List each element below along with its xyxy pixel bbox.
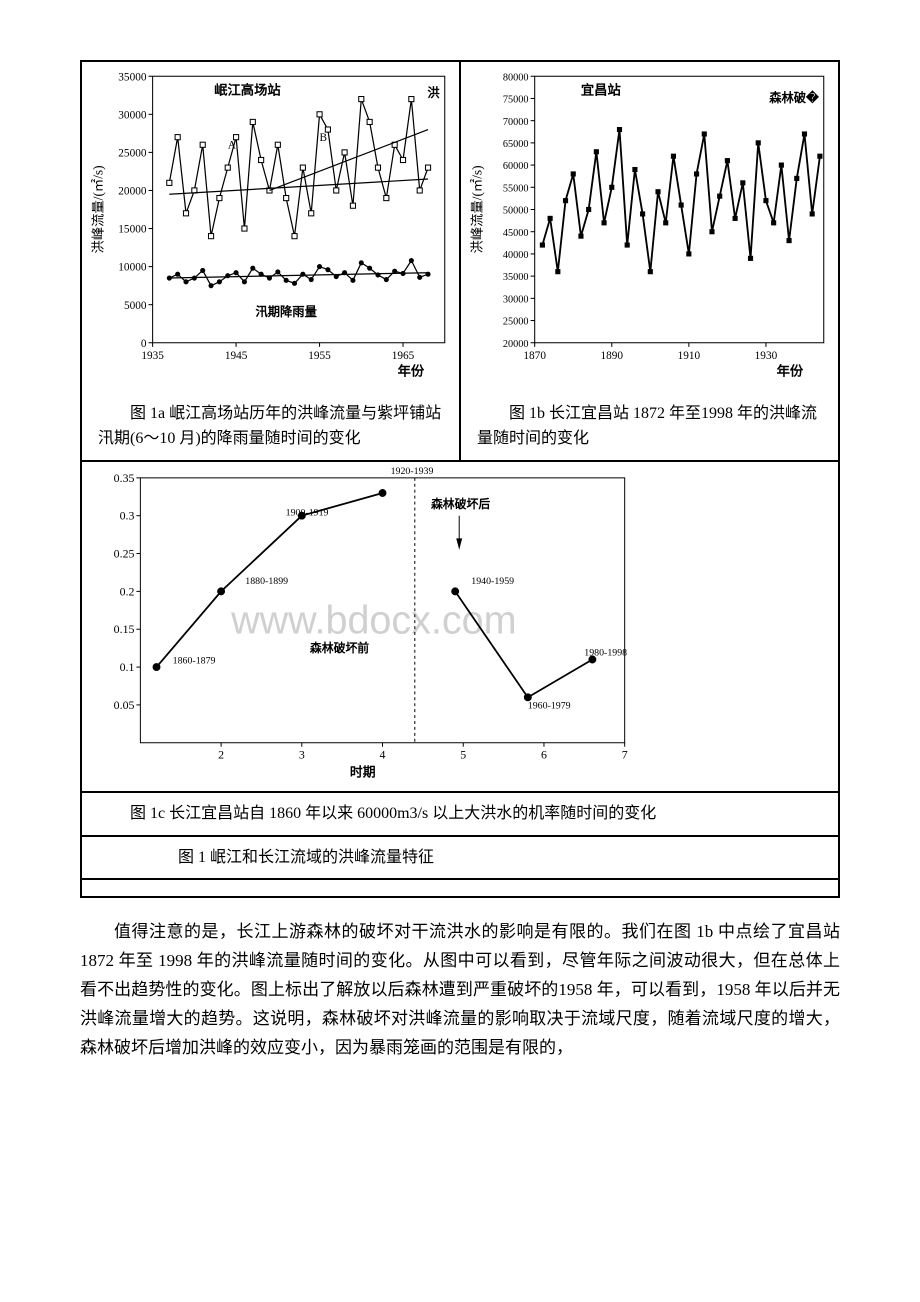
- svg-text:www.bdocx.com: www.bdocx.com: [230, 599, 516, 643]
- svg-text:森林破坏前: 森林破坏前: [310, 641, 369, 655]
- svg-text:15000: 15000: [118, 224, 147, 236]
- svg-text:0.25: 0.25: [114, 546, 135, 560]
- svg-text:1900-1919: 1900-1919: [286, 508, 329, 519]
- svg-text:25000: 25000: [503, 317, 529, 328]
- figure-1a-caption: 图 1a 岷江高场站历年的洪峰流量与紫坪铺站汛期(6～10 月)的降雨量随时间的…: [82, 393, 459, 460]
- svg-text:1910: 1910: [678, 350, 701, 362]
- svg-text:A: A: [228, 140, 237, 152]
- svg-text:洪峰流量/(㎡/s): 洪峰流量/(㎡/s): [90, 165, 105, 253]
- svg-text:1965: 1965: [392, 350, 415, 362]
- svg-text:1930: 1930: [755, 350, 778, 362]
- svg-text:0.05: 0.05: [114, 698, 135, 712]
- svg-text:洪: 洪: [427, 85, 440, 100]
- svg-text:时期: 时期: [350, 764, 376, 779]
- svg-text:年份: 年份: [777, 363, 804, 379]
- svg-text:20000: 20000: [503, 339, 529, 350]
- svg-text:7: 7: [622, 747, 628, 761]
- svg-text:5000: 5000: [124, 300, 147, 312]
- figure-1c-cell: www.bdocx.com 0.05 0.1 0.15 0.2 0.25 0.3 0.35 2 3…: [81, 461, 839, 792]
- svg-text:1860-1879: 1860-1879: [173, 655, 216, 666]
- svg-text:25000: 25000: [118, 147, 147, 159]
- svg-text:森林破坏后: 森林破坏后: [431, 497, 490, 511]
- svg-text:75000: 75000: [503, 95, 529, 106]
- svg-text:5: 5: [460, 747, 466, 761]
- svg-text:1890: 1890: [601, 350, 624, 362]
- figure-1a-cell: 0 5000 10000 15000 20000 25000 30000 35000 1935 1…: [81, 61, 460, 461]
- svg-text:6: 6: [541, 747, 547, 761]
- svg-text:4: 4: [380, 747, 386, 761]
- svg-text:B: B: [320, 132, 328, 144]
- svg-text:20000: 20000: [118, 186, 147, 198]
- figure-1-block: 0 5000 10000 15000 20000 25000 30000 35000 1935 1…: [80, 60, 840, 898]
- figure-1b-chart: 20000 25000 30000 35000 40000 45000 50000 55000…: [465, 66, 834, 384]
- svg-text:35000: 35000: [503, 272, 529, 283]
- svg-text:0.15: 0.15: [114, 622, 135, 636]
- svg-text:0.1: 0.1: [120, 660, 135, 674]
- svg-text:1935: 1935: [141, 350, 164, 362]
- svg-text:35000: 35000: [118, 71, 147, 83]
- svg-text:0.3: 0.3: [120, 509, 135, 523]
- svg-text:50000: 50000: [503, 206, 529, 217]
- svg-text:3: 3: [299, 747, 305, 761]
- svg-text:1960-1979: 1960-1979: [528, 701, 571, 712]
- figure-1-main-caption: 图 1 岷江和长江流域的洪峰流量特征: [81, 836, 839, 880]
- empty-cell: [81, 879, 839, 897]
- svg-text:30000: 30000: [503, 294, 529, 305]
- svg-text:1945: 1945: [225, 350, 248, 362]
- svg-text:55000: 55000: [503, 183, 529, 194]
- body-paragraph: 值得注意的是，长江上游森林的破坏对干流洪水的影响是有限的。我们在图 1b 中点绘…: [80, 918, 840, 1062]
- svg-text:45000: 45000: [503, 228, 529, 239]
- figure-1b-cell: 20000 25000 30000 35000 40000 45000 50000 55000…: [460, 61, 839, 461]
- figure-1c-chart: www.bdocx.com 0.05 0.1 0.15 0.2 0.25 0.3 0.35 2 3…: [86, 466, 640, 782]
- svg-text:40000: 40000: [503, 250, 529, 261]
- figure-1c-caption: 图 1c 长江宜昌站自 1860 年以来 60000m3/s 以上大洪水的机率随…: [81, 792, 839, 836]
- svg-text:0.2: 0.2: [120, 584, 135, 598]
- svg-text:汛期降雨量: 汛期降雨量: [255, 304, 316, 319]
- svg-text:岷江高场站: 岷江高场站: [214, 82, 281, 98]
- svg-text:65000: 65000: [503, 139, 529, 150]
- svg-text:80000: 80000: [503, 72, 529, 83]
- svg-text:年份: 年份: [398, 363, 425, 379]
- svg-text:2: 2: [218, 747, 224, 761]
- svg-text:0: 0: [141, 338, 147, 350]
- svg-text:30000: 30000: [118, 109, 147, 121]
- svg-text:1880-1899: 1880-1899: [245, 576, 288, 587]
- svg-text:森林破�: 森林破�: [769, 90, 819, 105]
- svg-text:1955: 1955: [308, 350, 331, 362]
- svg-text:宜昌站: 宜昌站: [581, 82, 622, 98]
- svg-text:1940-1959: 1940-1959: [471, 576, 514, 587]
- svg-text:60000: 60000: [503, 161, 529, 172]
- svg-text:10000: 10000: [118, 262, 147, 274]
- svg-text:1980-1998: 1980-1998: [584, 648, 627, 659]
- figure-1b-caption: 图 1b 长江宜昌站 1872 年至1998 年的洪峰流量随时间的变化: [461, 393, 838, 460]
- svg-text:洪峰流量/(㎡/s): 洪峰流量/(㎡/s): [469, 165, 484, 253]
- svg-text:70000: 70000: [503, 117, 529, 128]
- svg-text:0.35: 0.35: [114, 471, 135, 485]
- svg-text:1870: 1870: [523, 350, 546, 362]
- figure-1a-chart: 0 5000 10000 15000 20000 25000 30000 35000 1935 1…: [86, 66, 455, 384]
- svg-text:1920-1939: 1920-1939: [391, 466, 434, 477]
